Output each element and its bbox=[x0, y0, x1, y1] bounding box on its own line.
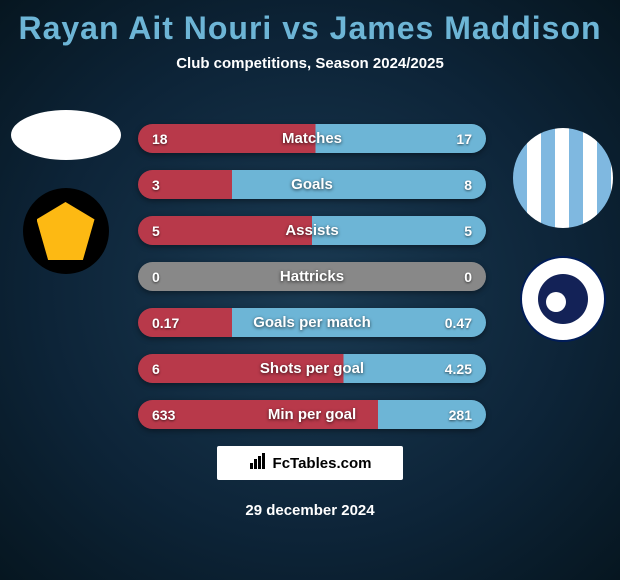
stat-value-left: 0 bbox=[152, 269, 192, 285]
avatar-right bbox=[513, 128, 613, 228]
club-badge-left bbox=[23, 188, 109, 274]
stat-value-left: 0.17 bbox=[152, 315, 192, 331]
club-badge-right bbox=[520, 256, 606, 342]
stat-value-right: 4.25 bbox=[432, 361, 472, 377]
stat-row: 633Min per goal281 bbox=[138, 400, 486, 429]
stat-row: 3Goals8 bbox=[138, 170, 486, 199]
stat-row: 18Matches17 bbox=[138, 124, 486, 153]
stat-value-left: 5 bbox=[152, 223, 192, 239]
stat-value-left: 3 bbox=[152, 177, 192, 193]
stat-value-right: 5 bbox=[432, 223, 472, 239]
stat-row: 5Assists5 bbox=[138, 216, 486, 245]
stat-value-right: 0 bbox=[432, 269, 472, 285]
wolves-icon bbox=[37, 202, 95, 260]
stat-value-right: 281 bbox=[432, 407, 472, 423]
stat-value-left: 18 bbox=[152, 131, 192, 147]
avatar-left bbox=[11, 110, 121, 160]
brand-logo: FcTables.com bbox=[217, 446, 403, 480]
right-column bbox=[505, 128, 620, 342]
stat-value-left: 633 bbox=[152, 407, 192, 423]
page-title: Rayan Ait Nouri vs James Maddison bbox=[0, 0, 620, 47]
stat-value-left: 6 bbox=[152, 361, 192, 377]
stat-value-right: 0.47 bbox=[432, 315, 472, 331]
stat-value-right: 17 bbox=[432, 131, 472, 147]
comparison-card: Rayan Ait Nouri vs James Maddison Club c… bbox=[0, 0, 620, 580]
chart-icon bbox=[249, 453, 267, 474]
stat-row: 6Shots per goal4.25 bbox=[138, 354, 486, 383]
brand-text: FcTables.com bbox=[273, 455, 372, 472]
date-label: 29 december 2024 bbox=[0, 502, 620, 519]
spurs-icon bbox=[538, 274, 588, 324]
stat-row: 0Hattricks0 bbox=[138, 262, 486, 291]
stat-row: 0.17Goals per match0.47 bbox=[138, 308, 486, 337]
stat-value-right: 8 bbox=[432, 177, 472, 193]
left-column bbox=[8, 110, 123, 274]
stats-list: 18Matches17 3Goals8 5Assists5 0Hattricks0 0.… bbox=[138, 124, 486, 429]
subtitle: Club competitions, Season 2024/2025 bbox=[0, 55, 620, 72]
